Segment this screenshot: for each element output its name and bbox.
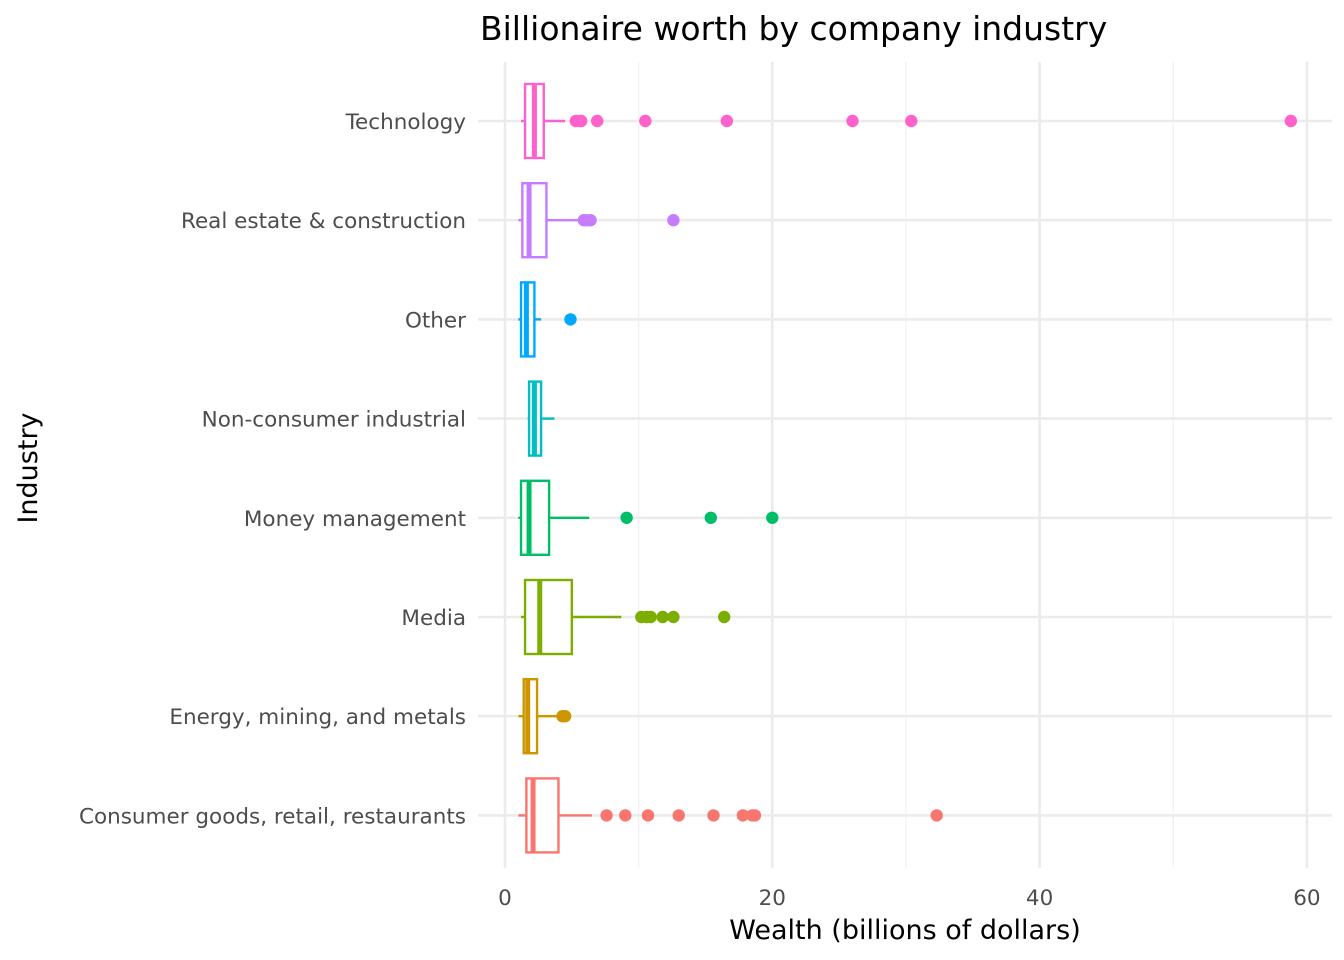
outlier-point bbox=[672, 809, 685, 822]
outlier-point bbox=[717, 610, 731, 624]
boxplot-group bbox=[527, 380, 555, 457]
outlier-point bbox=[600, 809, 613, 822]
x-axis-tick-labels: 0 20 40 60 bbox=[498, 886, 1320, 911]
outlier-point bbox=[1284, 114, 1298, 128]
x-tick-label: 60 bbox=[1293, 886, 1320, 911]
y-tick-label: Energy, mining, and metals bbox=[169, 705, 466, 730]
outlier-point bbox=[667, 214, 680, 227]
boxplot-group bbox=[521, 578, 731, 656]
outlier-point bbox=[641, 809, 655, 822]
outlier-point bbox=[846, 114, 859, 128]
x-axis-title: Wealth (billions of dollars) bbox=[729, 915, 1081, 946]
outlier-point bbox=[584, 214, 597, 227]
y-tick-label: Real estate & construction bbox=[181, 209, 466, 234]
outlier-point bbox=[620, 511, 633, 524]
chart-title: Billionaire worth by company industry bbox=[480, 9, 1107, 48]
boxplot-group bbox=[518, 181, 680, 259]
outlier-point bbox=[591, 114, 604, 128]
outlier-point bbox=[905, 114, 918, 128]
y-tick-label: Media bbox=[401, 606, 466, 631]
box bbox=[519, 479, 551, 556]
outlier-point bbox=[707, 809, 720, 822]
x-tick-label: 20 bbox=[759, 886, 786, 911]
boxplot-group bbox=[518, 777, 943, 854]
boxplot-series bbox=[518, 82, 1298, 854]
outlier-point bbox=[766, 511, 779, 524]
boxplot-group bbox=[518, 281, 577, 358]
outlier-point bbox=[736, 809, 750, 822]
outlier-point bbox=[574, 114, 588, 128]
y-tick-label: Consumer goods, retail, restaurants bbox=[79, 804, 466, 829]
boxplot-group bbox=[521, 82, 1298, 160]
y-tick-label: Technology bbox=[345, 110, 467, 135]
y-axis-tick-labels: Consumer goods, retail, restaurants Energ… bbox=[79, 110, 466, 829]
y-tick-label: Other bbox=[405, 308, 466, 333]
boxplot-group bbox=[518, 479, 779, 556]
boxplot-group bbox=[518, 678, 572, 755]
box bbox=[523, 578, 574, 656]
outlier-point bbox=[930, 809, 943, 822]
outlier-point bbox=[564, 313, 577, 326]
outlier-point bbox=[644, 610, 657, 624]
y-tick-label: Money management bbox=[244, 507, 466, 532]
outlier-point bbox=[639, 114, 652, 128]
x-tick-label: 0 bbox=[498, 886, 512, 911]
outlier-point bbox=[656, 610, 669, 624]
grid-lines bbox=[478, 62, 1332, 868]
outlier-point bbox=[667, 610, 680, 624]
y-tick-label: Non-consumer industrial bbox=[202, 408, 466, 433]
y-axis-title: Industry bbox=[13, 412, 44, 523]
outlier-point bbox=[720, 114, 734, 128]
outlier-point bbox=[748, 809, 762, 822]
outlier-point bbox=[704, 511, 718, 524]
box bbox=[521, 181, 548, 259]
x-tick-label: 40 bbox=[1026, 886, 1053, 911]
outlier-point bbox=[619, 809, 632, 822]
outlier-point bbox=[558, 710, 572, 723]
